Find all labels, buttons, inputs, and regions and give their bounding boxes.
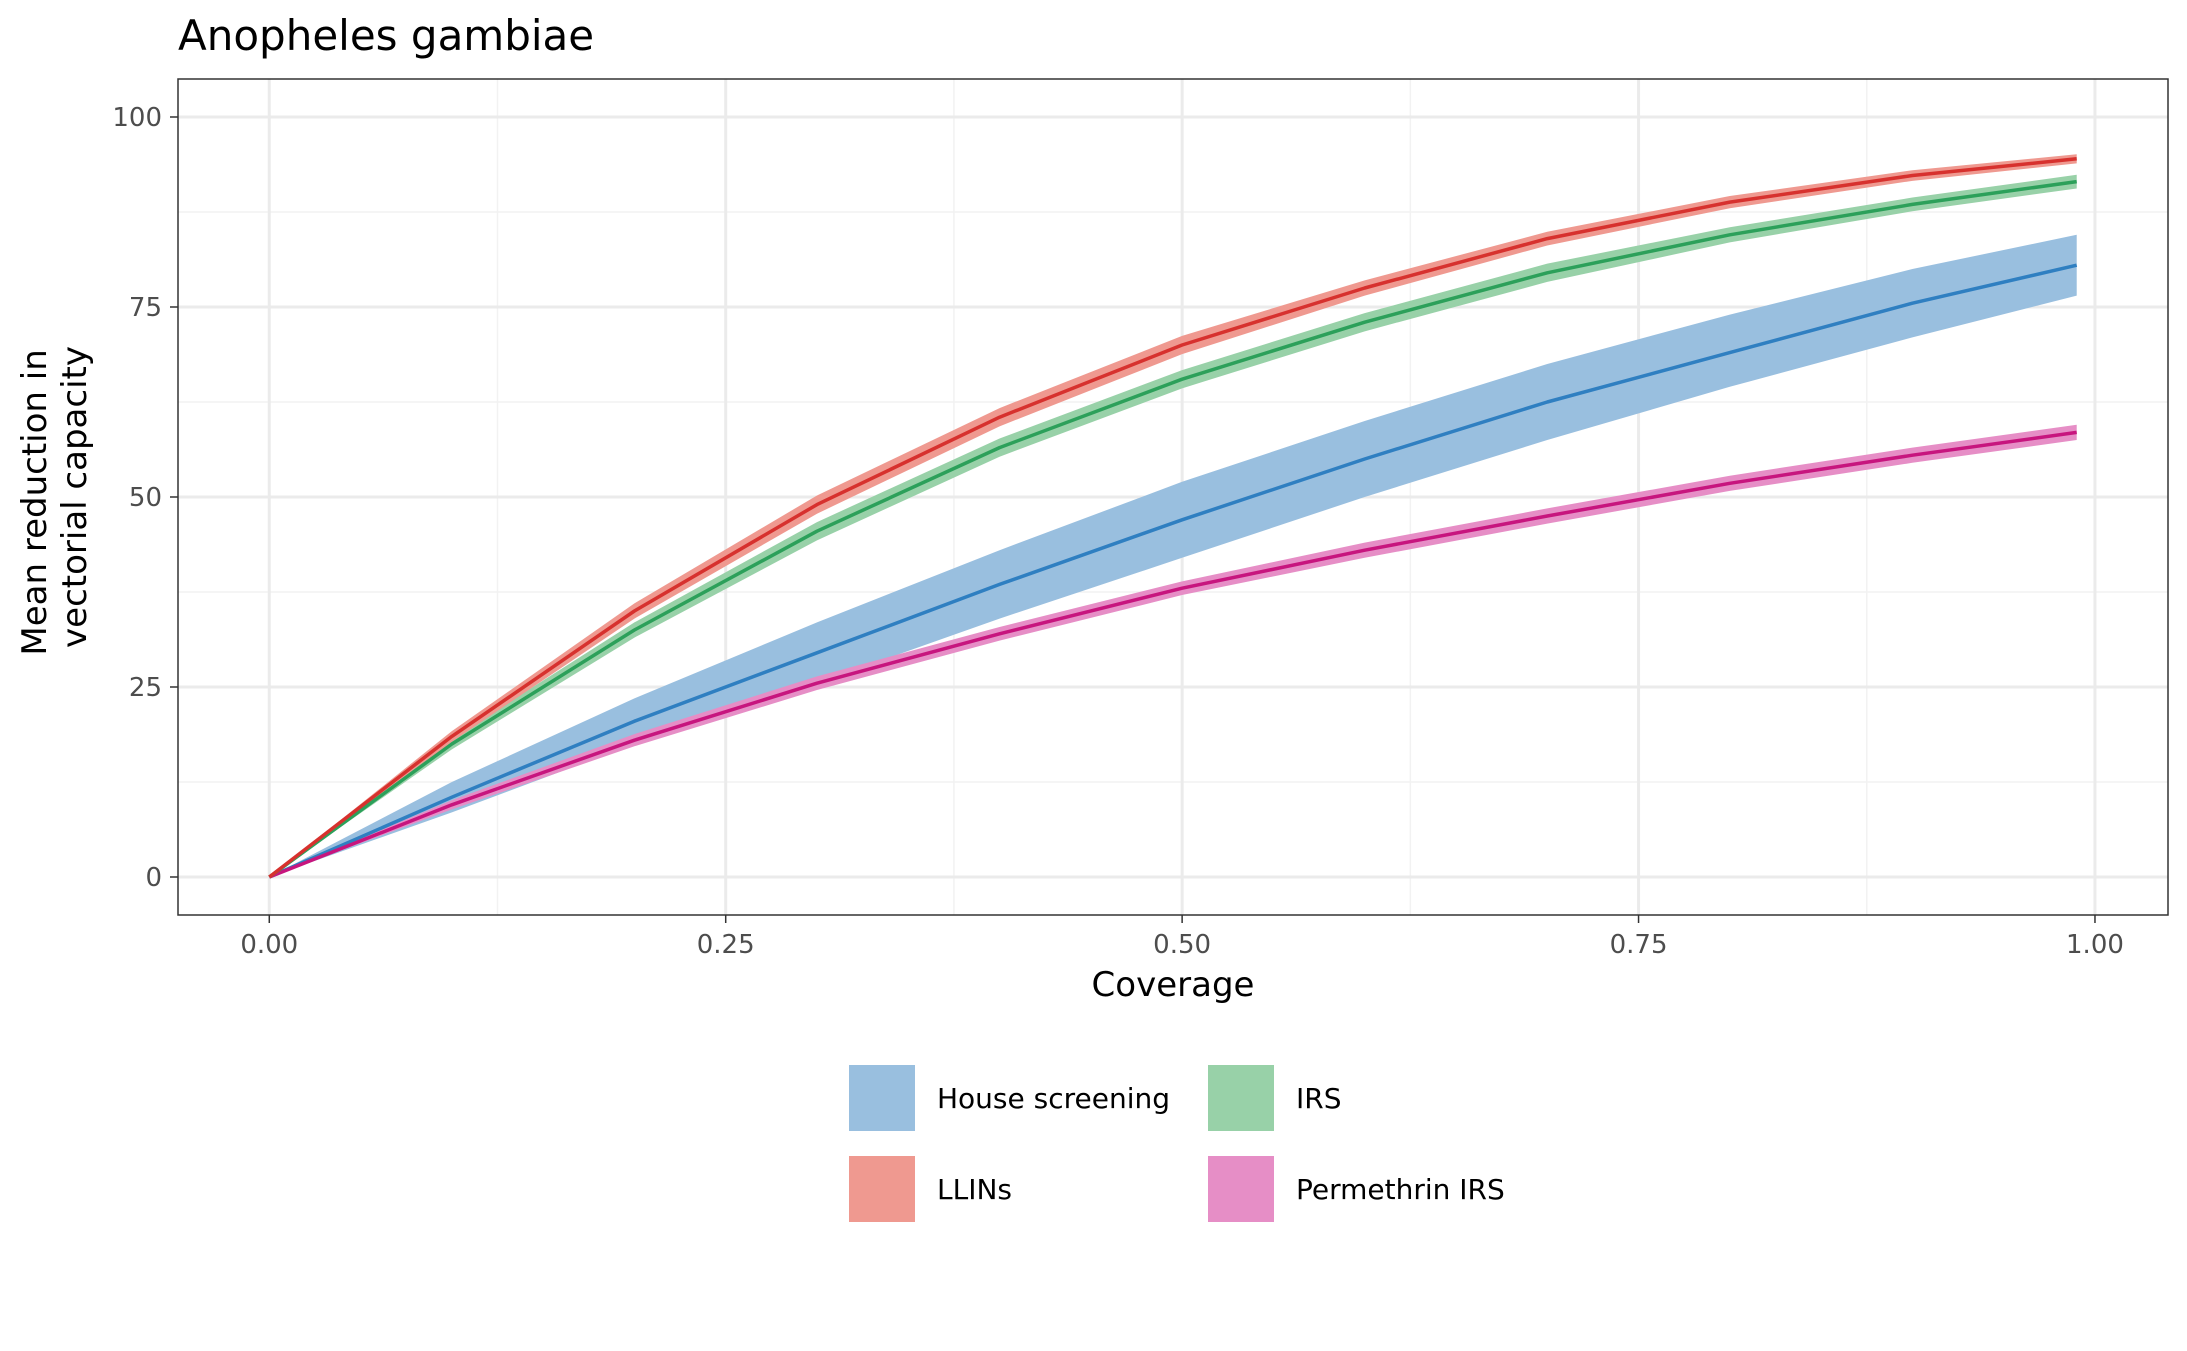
legend-key-permethrin-irs bbox=[1208, 1156, 1274, 1222]
legend-label-irs: IRS bbox=[1296, 1082, 1342, 1115]
line-irs bbox=[268, 179, 2077, 879]
legend: House screening IRS LLINs Permethrin IRS bbox=[849, 1065, 1505, 1222]
y-axis-title-line-2: vectorial capacity bbox=[55, 346, 95, 648]
x-axis-title: Coverage bbox=[1092, 965, 1255, 1005]
y-axis-title-line-1: Mean reduction in bbox=[15, 349, 55, 655]
chart-title: Anopheles gambiae bbox=[178, 11, 594, 60]
legend-key-llins bbox=[849, 1156, 915, 1222]
line-permethrin-irs bbox=[268, 430, 2077, 879]
x-tick-label: 1.00 bbox=[2066, 930, 2124, 960]
y-tick-label: 25 bbox=[129, 673, 162, 703]
confidence-bands bbox=[269, 154, 2077, 878]
band-house-screening bbox=[269, 234, 2077, 878]
y-tick-label: 100 bbox=[112, 103, 162, 133]
y-tick-label: 50 bbox=[129, 483, 162, 513]
line-house-screening bbox=[268, 263, 2078, 879]
line-llins bbox=[268, 157, 2077, 879]
legend-label-house-screening: House screening bbox=[937, 1082, 1170, 1115]
x-tick-label: 0.50 bbox=[1153, 930, 1211, 960]
legend-key-house-screening bbox=[849, 1065, 915, 1131]
y-tick-label: 75 bbox=[129, 293, 162, 323]
series-lines bbox=[268, 157, 2078, 879]
x-tick-label: 0.00 bbox=[240, 930, 298, 960]
y-axis: 0 25 50 75 100 bbox=[112, 103, 178, 893]
y-axis-title: Mean reduction in vectorial capacity bbox=[15, 338, 95, 655]
legend-label-permethrin-irs: Permethrin IRS bbox=[1296, 1173, 1505, 1206]
legend-label-llins: LLINs bbox=[937, 1173, 1012, 1206]
legend-key-irs bbox=[1208, 1065, 1274, 1131]
x-tick-label: 0.25 bbox=[697, 930, 755, 960]
x-tick-label: 0.75 bbox=[1610, 930, 1668, 960]
y-tick-label: 0 bbox=[145, 863, 162, 893]
x-axis: 0.00 0.25 0.50 0.75 1.00 bbox=[240, 915, 2124, 960]
